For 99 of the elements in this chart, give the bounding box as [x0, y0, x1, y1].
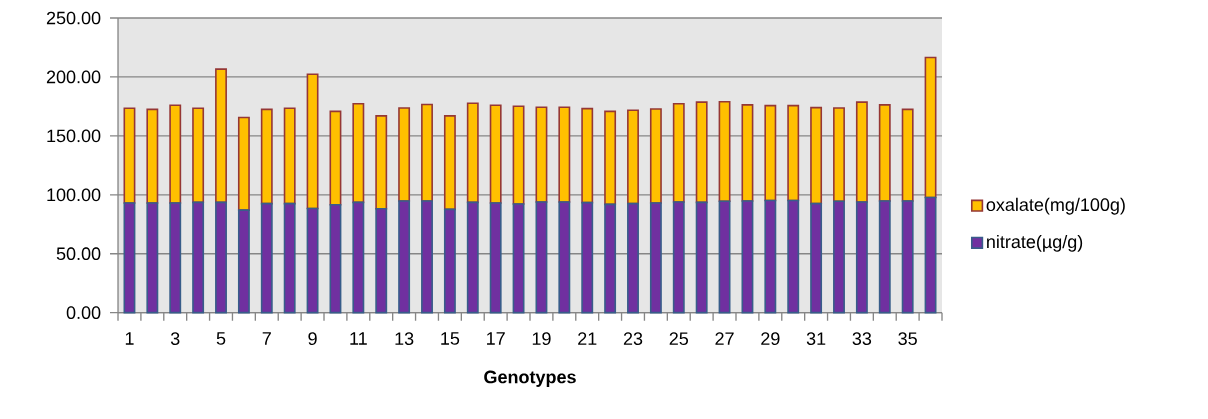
y-tick-label: 50.00 — [56, 247, 101, 261]
legend-label: oxalate(mg/100g) — [986, 198, 1125, 215]
bar — [649, 202, 662, 314]
bar — [489, 104, 502, 204]
bar — [672, 201, 685, 314]
x-tick-label: 17 — [487, 332, 505, 345]
bar — [260, 108, 273, 205]
bar — [855, 201, 868, 314]
bar — [421, 200, 433, 314]
x-tick-label: 5 — [216, 332, 226, 345]
bar — [443, 115, 456, 211]
bar — [466, 201, 479, 314]
bar — [741, 104, 754, 202]
bar — [375, 115, 388, 210]
x-tick-label: 3 — [170, 332, 180, 346]
bar — [581, 108, 594, 204]
bar — [627, 109, 639, 205]
bar — [833, 107, 845, 203]
x-tick-label: 35 — [898, 332, 917, 346]
x-tick-label: 19 — [532, 332, 551, 346]
bar — [787, 104, 800, 202]
x-tick-label: 31 — [806, 332, 826, 346]
bar — [649, 108, 662, 204]
bar — [192, 107, 205, 204]
bar — [306, 73, 319, 210]
x-tick-label: 13 — [395, 332, 414, 346]
bar — [512, 105, 525, 205]
x-tick-label: 27 — [715, 332, 734, 345]
bar — [764, 104, 777, 202]
bar — [855, 101, 868, 203]
bar — [924, 196, 937, 314]
bar — [558, 106, 571, 203]
bar — [924, 56, 937, 199]
bar — [237, 116, 250, 212]
bar — [558, 201, 571, 314]
bar — [878, 104, 891, 202]
y-tick-label: 0.00 — [66, 306, 101, 320]
bar — [672, 103, 685, 203]
bar — [810, 203, 823, 314]
x-tick-label: 33 — [852, 332, 872, 346]
bar — [512, 203, 525, 314]
x-tick-label: 11 — [350, 332, 367, 345]
bar — [329, 110, 342, 206]
x-tick-label: 25 — [669, 332, 689, 346]
bar — [421, 103, 433, 202]
bar — [901, 200, 914, 314]
bar — [169, 104, 182, 204]
bar — [901, 108, 914, 202]
bar — [443, 208, 456, 314]
bar — [878, 200, 891, 314]
x-tick-label: 21 — [578, 332, 597, 345]
bar — [123, 202, 136, 314]
bar — [215, 201, 227, 314]
bar — [146, 108, 159, 204]
bar — [604, 203, 617, 314]
bar — [283, 107, 296, 205]
x-tick-label: 7 — [262, 332, 271, 345]
bar — [833, 200, 845, 314]
bar — [398, 107, 411, 202]
bar — [375, 208, 388, 314]
x-axis-title: Genotypes — [484, 370, 576, 388]
bar — [627, 203, 639, 314]
bar — [810, 106, 823, 205]
bar — [466, 102, 479, 204]
legend-label: nitrate(µg/g) — [987, 235, 1083, 252]
bar — [604, 110, 617, 206]
bar — [123, 107, 136, 204]
bar — [764, 199, 777, 314]
bar — [718, 200, 731, 314]
bar — [489, 202, 502, 314]
bar — [695, 201, 708, 314]
bar — [306, 207, 319, 314]
bar — [260, 203, 273, 314]
x-tick-label: 29 — [761, 332, 780, 346]
x-tick-label: 1 — [125, 332, 134, 345]
y-tick-label: 150.00 — [47, 129, 101, 143]
bar — [581, 201, 594, 314]
bar — [741, 200, 754, 314]
bar — [283, 203, 296, 314]
bar — [398, 200, 411, 314]
bar — [695, 101, 708, 204]
x-tick-label: 15 — [441, 332, 460, 345]
bar — [215, 68, 227, 204]
bar — [535, 201, 548, 314]
y-tick-label: 200.00 — [46, 70, 101, 84]
bar — [237, 209, 250, 314]
bar — [718, 101, 731, 203]
y-tick-label: 100.00 — [47, 188, 101, 202]
bar — [192, 201, 205, 314]
bar — [787, 199, 800, 314]
bar — [146, 202, 159, 314]
bar — [535, 106, 548, 203]
x-tick-label: 9 — [308, 332, 317, 346]
bar — [352, 103, 365, 204]
y-tick-label: 250.00 — [46, 11, 101, 25]
bar — [169, 202, 182, 314]
bar — [352, 201, 365, 314]
x-tick-label: 23 — [623, 332, 643, 346]
bar — [329, 204, 342, 314]
